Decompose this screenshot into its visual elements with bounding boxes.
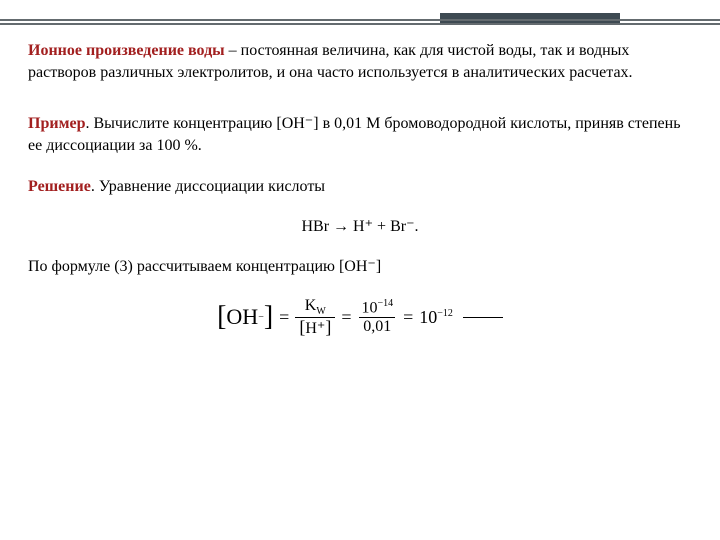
num-bottom: 0,01: [359, 317, 395, 336]
result: 10−12: [419, 307, 453, 328]
example-paragraph: Пример. Вычислите концентрацию [OH⁻] в 0…: [28, 113, 692, 158]
kw-sub: W: [316, 306, 325, 317]
frac-kw-over-h: KW [H⁺]: [295, 297, 335, 338]
num-top: 10: [361, 300, 377, 317]
intro-term: Ионное произведение воды: [28, 42, 225, 59]
topbar-line-2: [0, 23, 720, 25]
formula-block: [ OH− ] = KW [H⁺] = 10−14: [28, 297, 692, 338]
equals-1: =: [279, 307, 289, 328]
example-text: . Вычислите концентрацию [OH⁻] в 0,01 М …: [28, 115, 681, 154]
result-base: 10: [419, 307, 437, 327]
solution-label: Решение: [28, 178, 91, 195]
result-exp: −12: [437, 308, 453, 319]
intro-paragraph: Ионное произведение воды – постоянная ве…: [28, 40, 692, 85]
num-top-exp: −14: [377, 298, 393, 309]
calc-line: По формуле (3) рассчитываем концентрацию…: [28, 256, 692, 278]
solution-text: . Уравнение диссоциации кислоты: [91, 178, 325, 195]
equals-3: =: [403, 307, 413, 328]
unit-slot: [463, 317, 503, 318]
example-label: Пример: [28, 115, 85, 132]
lhs-species: OH: [226, 304, 258, 330]
topbar-line-1: [0, 19, 720, 21]
hplus: H⁺: [305, 320, 325, 337]
slide: Ионное произведение воды – постоянная ве…: [0, 0, 720, 540]
solution-paragraph: Решение. Уравнение диссоциации кислоты: [28, 176, 692, 198]
kw-label: K: [305, 297, 317, 314]
topbar-decor: [0, 0, 720, 26]
frac-numeric: 10−14 0,01: [357, 298, 397, 336]
equals-2: =: [341, 307, 351, 328]
dissociation-equation: HBr → H⁺ + Br⁻.: [28, 216, 692, 238]
content-area: Ионное произведение воды – постоянная ве…: [28, 40, 692, 338]
lhs-bracket: [ OH− ]: [217, 303, 273, 331]
